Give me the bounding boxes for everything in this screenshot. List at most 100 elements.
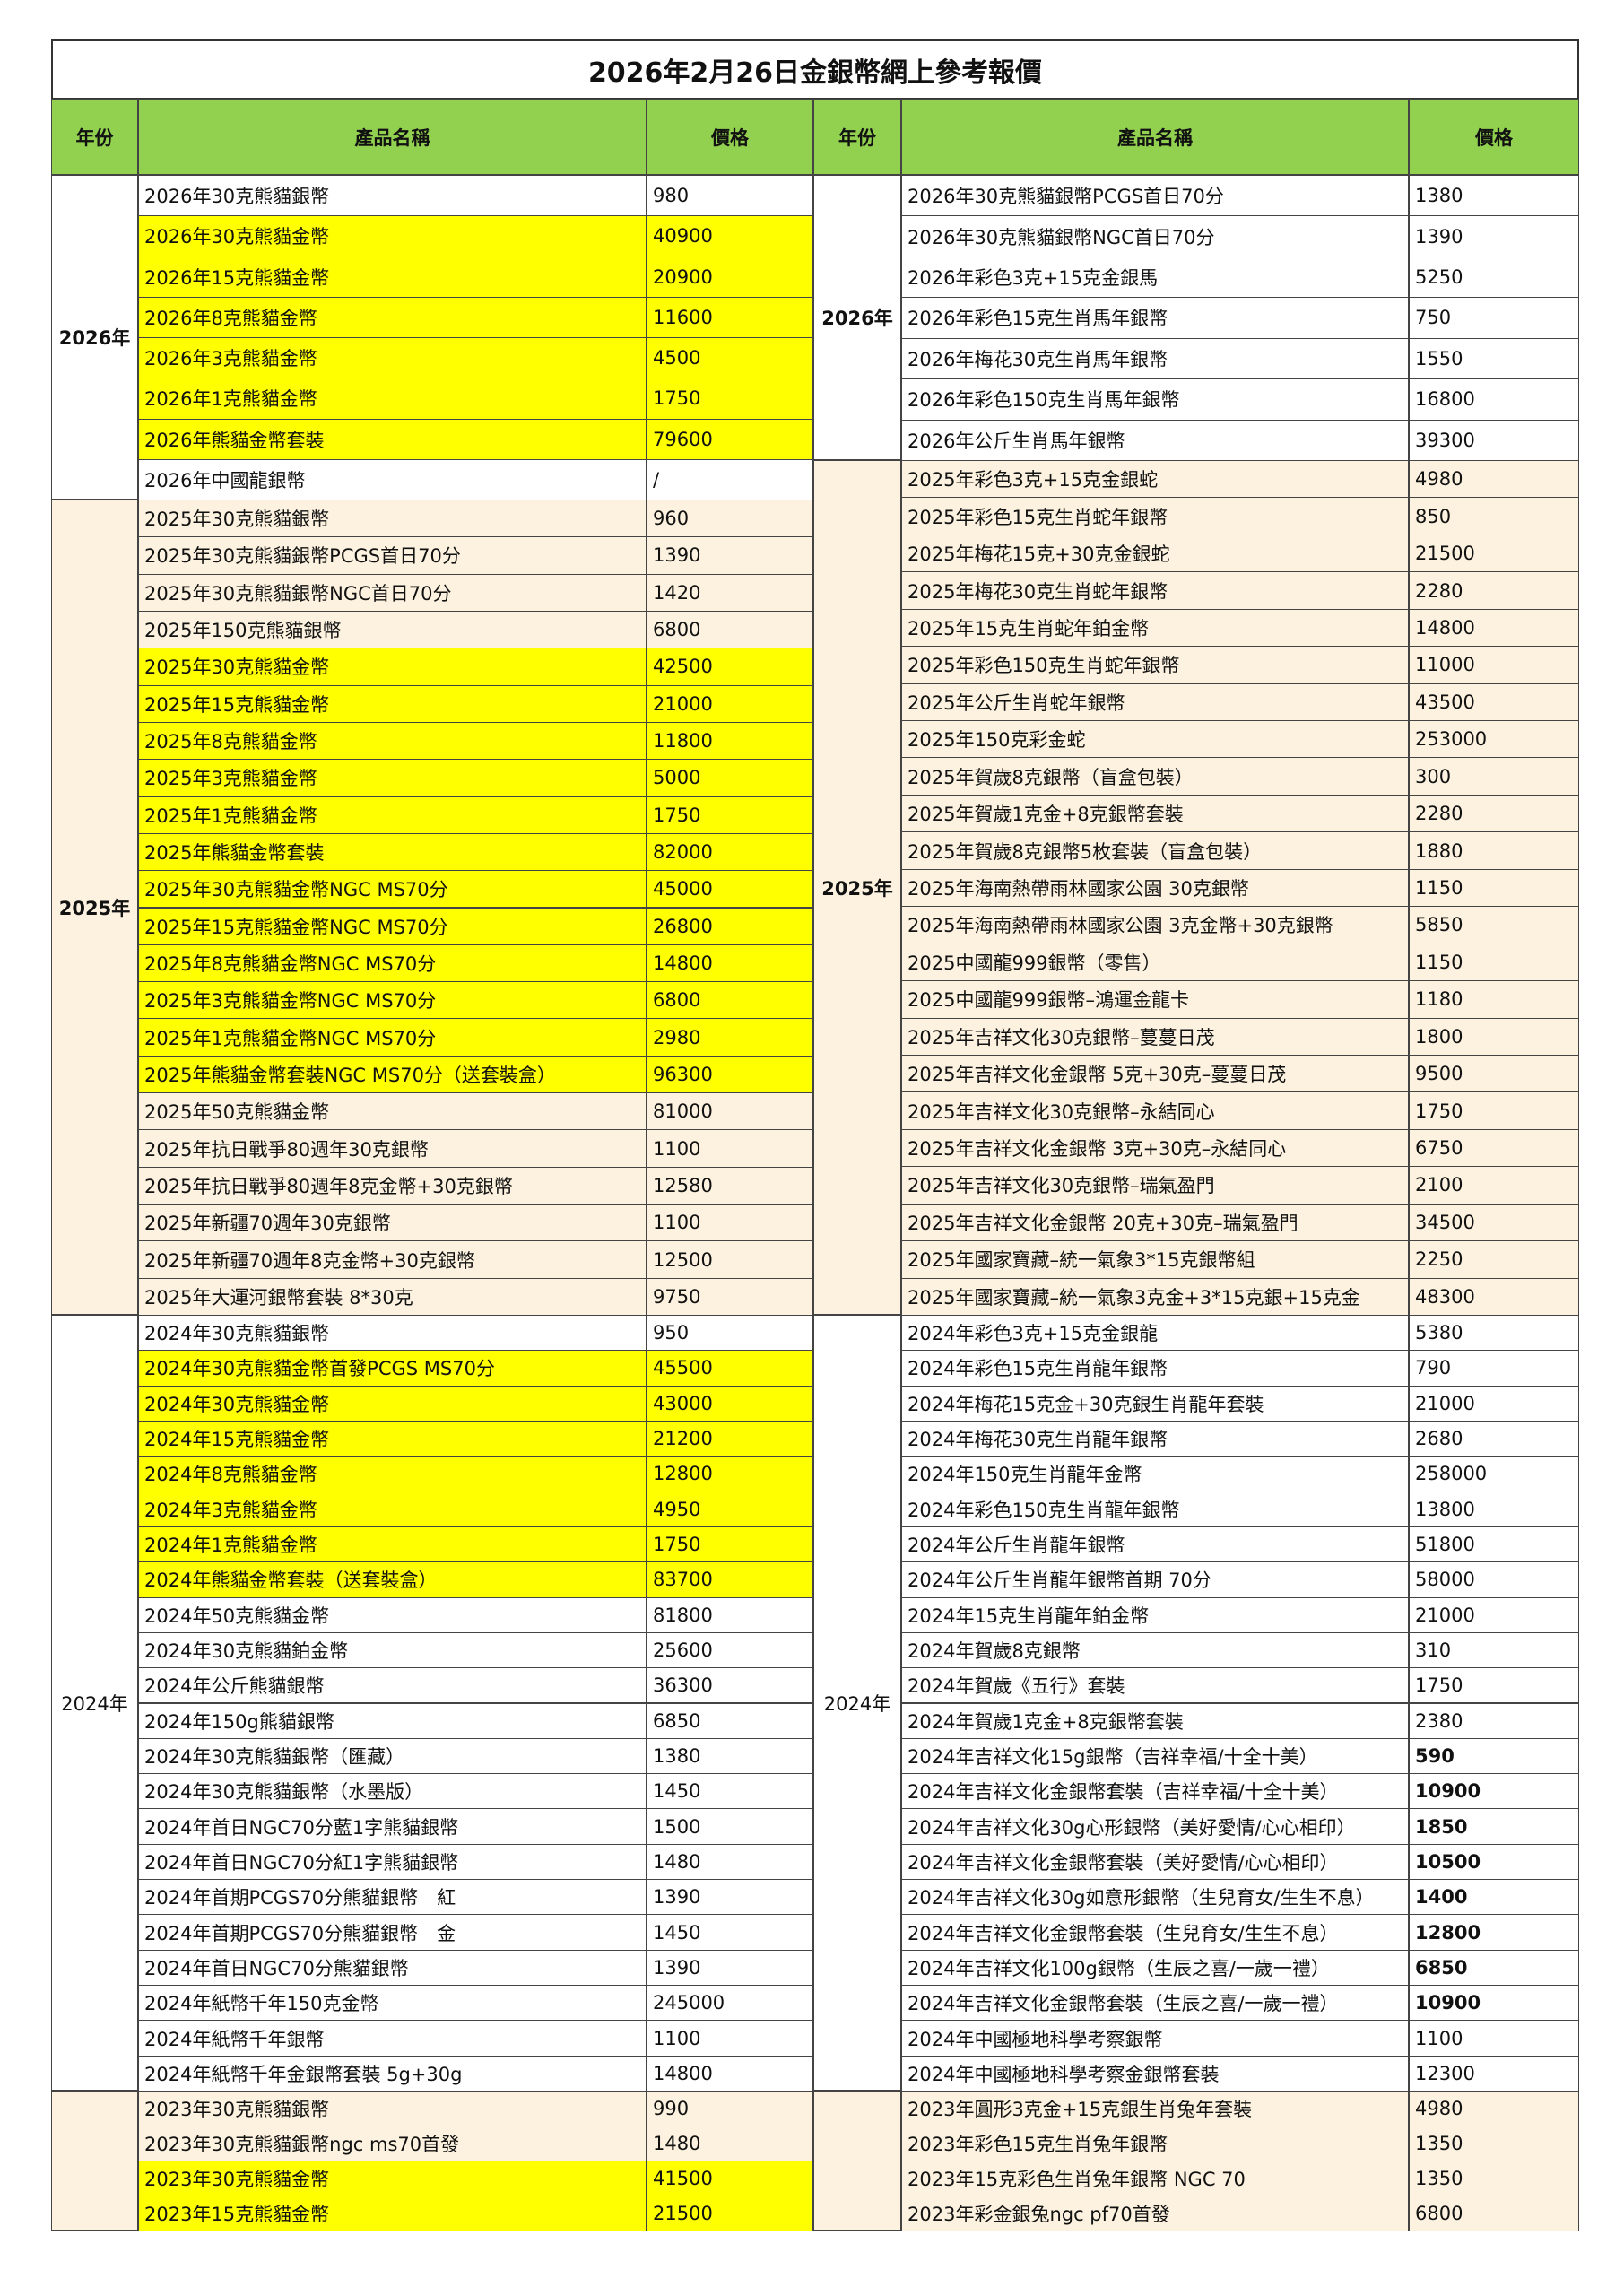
price: 950 (647, 1315, 813, 1352)
price: 1400 (1409, 1879, 1579, 1916)
product-name: 2025年吉祥文化金銀幣 3克+30克–永結同心 (901, 1128, 1409, 1168)
product-name: 2025年1克熊貓金幣 (138, 796, 647, 834)
price: 1550 (1409, 337, 1579, 380)
year-cell: 2026年 (51, 175, 138, 500)
price: 5000 (647, 759, 813, 797)
product-name: 2024年1克熊貓金幣 (138, 1526, 647, 1563)
product-name: 2024年公斤生肖龍年銀幣 (901, 1526, 1409, 1563)
product-name: 2025年海南熱帶雨林國家公園 3克金幣+30克銀幣 (901, 906, 1409, 944)
product-name: 2025年彩色150克生肖蛇年銀幣 (901, 646, 1409, 684)
price: 10900 (1409, 1773, 1579, 1810)
product-name: 2025年吉祥文化金銀幣 5克+30克–蔓蔓日茂 (901, 1054, 1409, 1093)
price: 21000 (647, 684, 813, 723)
product-name: 2026年彩色3克+15克金銀馬 (901, 256, 1409, 299)
product-name: 2025年彩色3克+15克金銀蛇 (901, 460, 1409, 499)
price: 43500 (1409, 683, 1579, 722)
product-name: 2023年彩金銀兔ngc pf70首發 (901, 2196, 1409, 2231)
product-name: 2025年公斤生肖蛇年銀幣 (901, 683, 1409, 722)
price: 1480 (647, 1843, 813, 1881)
price: 980 (647, 175, 813, 217)
price: 245000 (647, 1985, 813, 2022)
product-name: 2025年吉祥文化30克銀幣–蔓蔓日茂 (901, 1017, 1409, 1056)
price: 40900 (647, 215, 813, 257)
price: 1800 (1409, 1017, 1579, 1056)
price: 790 (1409, 1350, 1579, 1387)
product-name: 2024年彩色3克+15克金銀龍 (901, 1315, 1409, 1352)
price: 1350 (1409, 2126, 1579, 2161)
product-name: 2025年8克熊貓金幣 (138, 721, 647, 761)
price: 2680 (1409, 1420, 1579, 1457)
price: 14800 (647, 944, 813, 983)
product-name: 2026年30克熊貓銀幣 (138, 175, 647, 217)
price: 6800 (647, 610, 813, 649)
product-name: 2025年吉祥文化30克銀幣–瑞氣盈門 (901, 1166, 1409, 1205)
price: 82000 (647, 832, 813, 872)
price: 300 (1409, 757, 1579, 796)
product-name: 2024年150克生肖龍年金幣 (901, 1456, 1409, 1492)
price: 1390 (647, 1879, 813, 1916)
price: 1390 (1409, 215, 1579, 257)
price: 2380 (1409, 1702, 1579, 1739)
price: 42500 (647, 648, 813, 686)
product-name: 2023年15克熊貓金幣 (138, 2196, 647, 2231)
price: 253000 (1409, 720, 1579, 759)
product-name: 2024年吉祥文化15g銀幣（吉祥幸福/十全十美） (901, 1737, 1409, 1775)
product-name: 2024年8克熊貓金幣 (138, 1456, 647, 1492)
price: 45000 (647, 870, 813, 909)
product-name: 2023年圓形3克金+15克銀生肖兔年套裝 (901, 2091, 1409, 2126)
price: 1180 (1409, 980, 1579, 1019)
product-name: 2025年3克熊貓金幣 (138, 759, 647, 797)
product-name: 2024年30克熊貓銀幣（水墨版） (138, 1773, 647, 1810)
product-name: 2025年海南熱帶雨林國家公園 30克銀幣 (901, 868, 1409, 908)
price: 11600 (647, 296, 813, 338)
price: 21000 (1409, 1596, 1579, 1633)
product-name: 2026年梅花30克生肖馬年銀幣 (901, 337, 1409, 380)
price: 1750 (647, 1526, 813, 1563)
price: 5380 (1409, 1315, 1579, 1352)
product-name: 2024年吉祥文化金銀幣套裝（吉祥幸福/十全十美） (901, 1773, 1409, 1810)
price: 6850 (647, 1702, 813, 1739)
price: 12800 (647, 1456, 813, 1492)
product-name: 2026年30克熊貓金幣 (138, 215, 647, 257)
product-name: 2023年30克熊貓金幣 (138, 2161, 647, 2196)
price: 750 (1409, 297, 1579, 339)
year-cell (813, 2091, 901, 2231)
price: 51800 (1409, 1526, 1579, 1563)
price: 26800 (647, 907, 813, 945)
product-name: 2024年首期PCGS70分熊貓銀幣 金 (138, 1914, 647, 1951)
price: 58000 (1409, 1561, 1579, 1598)
product-name: 2024年梅花30克生肖龍年銀幣 (901, 1420, 1409, 1457)
product-name: 2024年吉祥文化100g銀幣（生辰之喜/一歲一禮） (901, 1949, 1409, 1987)
price: 2980 (647, 1018, 813, 1057)
product-name: 2026年15克熊貓金幣 (138, 256, 647, 298)
price: 6800 (1409, 2196, 1579, 2231)
price: 310 (1409, 1631, 1579, 1669)
product-name: 2025年吉祥文化30克銀幣–永結同心 (901, 1091, 1409, 1130)
product-name: 2024年吉祥文化金銀幣套裝（生兒育女/生生不息） (901, 1914, 1409, 1951)
product-name: 2025年30克熊貓銀幣NGC首日70分 (138, 573, 647, 612)
product-name: 2025年15克熊貓金幣NGC MS70分 (138, 907, 647, 945)
product-name: 2023年15克彩色生肖兔年銀幣 NGC 70 (901, 2161, 1409, 2196)
product-name: 2026年中國龍銀幣 (138, 458, 647, 500)
product-name: 2024年吉祥文化金銀幣套裝（美好愛情/心心相印） (901, 1843, 1409, 1881)
price: 16800 (1409, 378, 1579, 421)
price: 1450 (647, 1914, 813, 1951)
price: 2100 (1409, 1166, 1579, 1205)
price: 39300 (1409, 419, 1579, 461)
product-name: 2025年1克熊貓金幣NGC MS70分 (138, 1018, 647, 1057)
product-name: 2024年30克熊貓銀幣（匯藏） (138, 1737, 647, 1775)
product-name: 2025年3克熊貓金幣NGC MS70分 (138, 981, 647, 1020)
product-name: 2025年30克熊貓銀幣 (138, 500, 647, 538)
product-name: 2024年150g熊貓銀幣 (138, 1702, 647, 1739)
price: 12300 (1409, 2055, 1579, 2092)
product-name: 2024年15克熊貓金幣 (138, 1420, 647, 1457)
price: 25600 (647, 1631, 813, 1669)
product-name: 2024年30克熊貓鉑金幣 (138, 1631, 647, 1669)
product-name: 2024年首期PCGS70分熊貓銀幣 紅 (138, 1879, 647, 1916)
product-name: 2026年8克熊貓金幣 (138, 296, 647, 338)
product-name: 2024年紙幣千年150克金幣 (138, 1985, 647, 2022)
product-name: 2024年首日NGC70分藍1字熊貓銀幣 (138, 1808, 647, 1845)
price: 20900 (647, 256, 813, 298)
price: 43000 (647, 1385, 813, 1422)
price: 48300 (1409, 1277, 1579, 1316)
